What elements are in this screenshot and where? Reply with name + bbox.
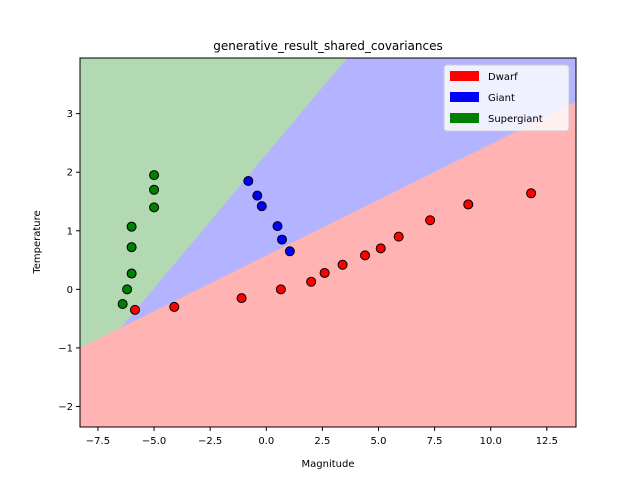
plot-frame: [79, 57, 577, 428]
point-dwarf: [169, 301, 180, 312]
data-points: [117, 170, 537, 315]
y-tick-label: 0: [67, 285, 73, 296]
legend-swatch-dwarf: [450, 71, 479, 81]
point-giant: [284, 246, 295, 257]
y-axis: −2 −1 0 1 2 3: [58, 109, 80, 413]
point-supergiant: [122, 284, 133, 295]
chart-title: generative_result_shared_covariances: [213, 39, 442, 53]
point-supergiant: [149, 202, 160, 213]
x-tick-label: 5.0: [371, 436, 387, 447]
point-supergiant: [126, 268, 137, 279]
x-tick-label: 12.5: [536, 436, 558, 447]
point-supergiant: [126, 221, 137, 232]
legend: Dwarf Giant Supergiant: [443, 64, 570, 132]
point-supergiant: [149, 184, 160, 195]
y-tick-label: −2: [58, 402, 73, 413]
point-giant: [243, 176, 254, 186]
region-dwarf: [80, 101, 576, 427]
point-dwarf: [337, 259, 348, 270]
point-dwarf: [236, 293, 247, 304]
point-giant: [276, 234, 287, 245]
point-dwarf: [526, 188, 537, 199]
point-dwarf: [275, 284, 286, 295]
x-tick-label: 7.5: [427, 436, 443, 447]
y-tick-label: 1: [67, 226, 73, 237]
legend-label-dwarf: Dwarf: [488, 72, 518, 83]
point-dwarf: [319, 267, 330, 278]
point-dwarf: [463, 199, 474, 210]
y-tick-label: −1: [58, 343, 73, 354]
y-tick-label: 2: [67, 168, 73, 179]
point-dwarf: [306, 276, 317, 287]
x-tick-label: −7.5: [86, 436, 110, 447]
legend-label-supergiant: Supergiant: [488, 114, 543, 125]
x-tick-label: 2.5: [314, 436, 330, 447]
point-supergiant: [117, 299, 128, 309]
x-axis: −7.5 −5.0 −2.5 0.0 2.5 5.0 7.5 10.0 12.5: [86, 427, 558, 447]
legend-label-giant: Giant: [488, 93, 515, 104]
point-supergiant: [126, 242, 137, 253]
x-tick-label: −2.5: [198, 436, 222, 447]
x-axis-label: Magnitude: [302, 459, 355, 470]
x-tick-label: 0.0: [258, 436, 274, 447]
point-dwarf: [360, 250, 371, 261]
point-giant: [256, 201, 267, 212]
point-dwarf: [393, 231, 404, 242]
point-dwarf: [129, 304, 140, 315]
y-axis-label: Temperature: [32, 210, 43, 274]
point-supergiant: [149, 170, 160, 181]
point-dwarf: [375, 243, 386, 254]
point-giant: [272, 221, 283, 232]
x-tick-label: −5.0: [142, 436, 166, 447]
legend-swatch-giant: [450, 92, 479, 102]
x-tick-label: 10.0: [480, 436, 502, 447]
point-giant: [252, 190, 263, 201]
point-dwarf: [425, 215, 436, 226]
y-tick-label: 3: [67, 109, 73, 120]
legend-swatch-supergiant: [450, 113, 479, 123]
